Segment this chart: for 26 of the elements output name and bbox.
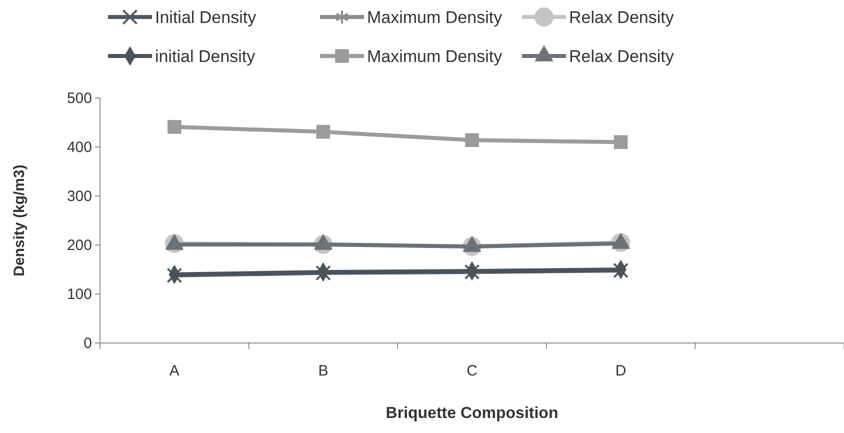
y-tick-label: 500	[66, 90, 92, 107]
legend-label: Relax Density	[569, 47, 674, 66]
y-tick-label: 0	[84, 334, 92, 352]
point	[168, 120, 182, 134]
point	[315, 265, 331, 281]
x-tick-label: D	[615, 362, 626, 380]
y-tick-label: 300	[66, 188, 92, 205]
x-tick-label: A	[169, 362, 180, 380]
point	[464, 264, 480, 280]
point	[613, 262, 629, 278]
legend-label: Initial Density	[155, 8, 257, 27]
y-tick-label: 200	[66, 236, 92, 254]
y-tick-label: 400	[66, 138, 92, 156]
y-tick-label: 100	[66, 286, 92, 303]
legend-label: Maximum Density	[367, 47, 503, 66]
legend-label: initial Density	[155, 47, 256, 66]
point	[465, 133, 479, 148]
point	[166, 268, 182, 284]
y-axis-title: Density (kg/m3)	[11, 164, 28, 276]
point	[316, 124, 330, 139]
point	[614, 135, 628, 149]
legend-label: Maximum Density	[367, 8, 503, 27]
x-tick-label: C	[466, 362, 478, 380]
x-tick-label: B	[318, 362, 328, 380]
x-axis-title: Briquette Composition	[386, 405, 558, 422]
legend-label: Relax Density	[569, 8, 674, 27]
